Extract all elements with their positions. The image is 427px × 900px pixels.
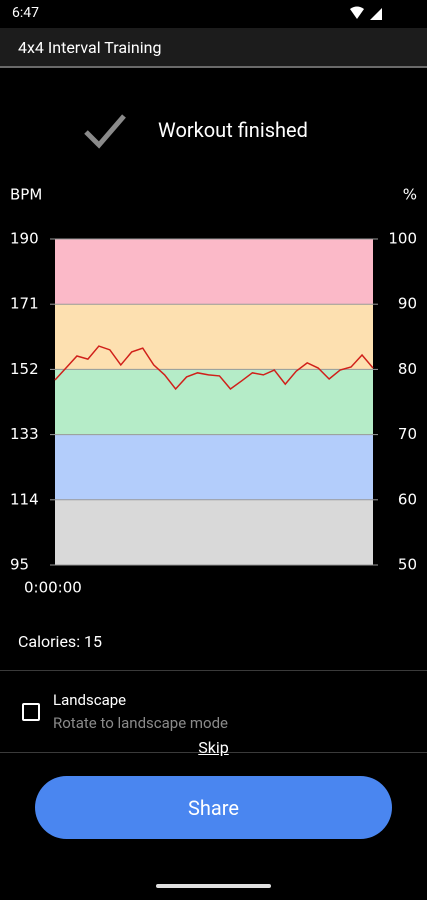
y-tick-label: 152 xyxy=(10,360,39,378)
separator xyxy=(0,670,427,671)
y-tick-label: 95 xyxy=(10,556,29,574)
app-title: 4x4 Interval Training xyxy=(18,38,162,57)
y2-tick-label: 70 xyxy=(398,425,417,443)
option-subtitle: Rotate to landscape mode xyxy=(53,714,229,732)
y-tick-label: 171 xyxy=(10,295,39,313)
home-indicator xyxy=(156,884,271,888)
y-tick-label: 190 xyxy=(10,230,39,248)
x-start-label: 0:00:00 xyxy=(24,579,82,597)
y2-tick-label: 90 xyxy=(398,295,417,313)
app-bar xyxy=(0,28,427,68)
zone-band xyxy=(55,499,373,565)
share-button[interactable]: Share xyxy=(35,776,392,839)
y2-axis-label: % xyxy=(403,186,417,204)
y2-tick-label: 80 xyxy=(398,360,417,378)
status-icons xyxy=(350,6,382,20)
finished-text: Workout finished xyxy=(158,118,308,142)
zone-band xyxy=(55,369,373,435)
y2-tick-label: 50 xyxy=(398,556,417,574)
y2-tick-label: 60 xyxy=(398,490,417,508)
zone-band xyxy=(55,304,373,370)
y-axis-label: BPM xyxy=(10,186,42,204)
zone-band xyxy=(55,434,373,500)
chart: BPM % 0:00:00 95 114 133 152 171 190 50 60 70 80 9… xyxy=(10,186,417,597)
check-icon xyxy=(84,114,126,149)
y2-tick-label: 100 xyxy=(388,230,417,248)
y-tick-label: 133 xyxy=(10,425,39,443)
status-time: 6:47 xyxy=(12,5,39,21)
heart-rate-line xyxy=(54,345,374,391)
option-title[interactable]: Landscape xyxy=(53,691,127,709)
separator xyxy=(0,752,427,753)
skip-link[interactable]: Skip xyxy=(198,738,229,757)
checkbox[interactable] xyxy=(22,703,40,721)
calories: Calories: 15 xyxy=(18,632,103,651)
y-tick-label: 114 xyxy=(10,490,39,508)
zone-band xyxy=(55,239,373,305)
